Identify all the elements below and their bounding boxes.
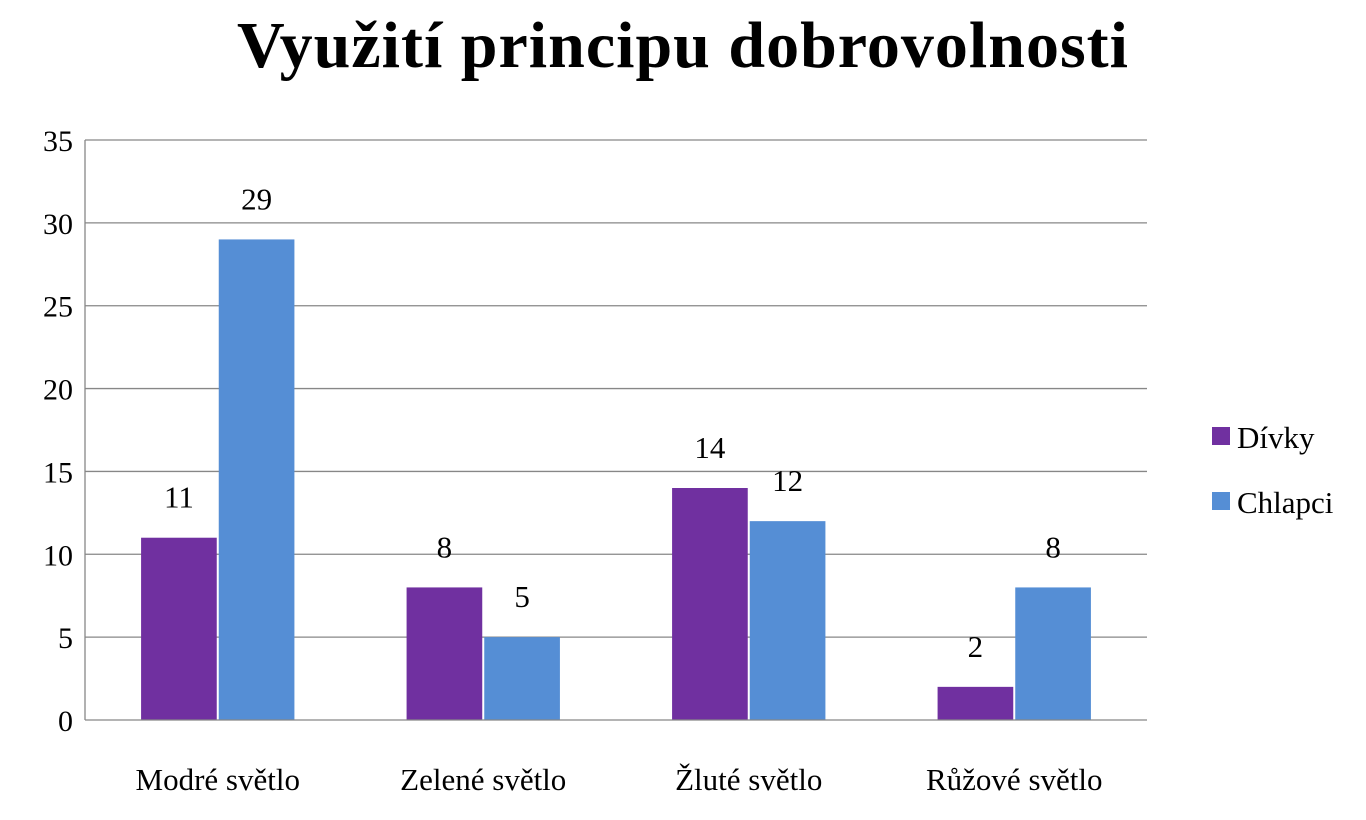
bar-chlapci bbox=[484, 637, 560, 720]
data-label: 8 bbox=[1045, 529, 1061, 564]
y-tick-label: 15 bbox=[43, 456, 73, 489]
data-labels: 11 29 8 5 14 12 2 8 bbox=[164, 181, 1061, 663]
x-category-label: Růžové světlo bbox=[926, 762, 1103, 797]
y-axis-ticks: 0 5 10 15 20 25 30 35 bbox=[43, 125, 73, 738]
legend-swatch bbox=[1212, 427, 1230, 445]
data-label: 11 bbox=[164, 480, 194, 515]
y-tick-label: 10 bbox=[43, 539, 73, 572]
x-axis-categories: Modré světlo Zelené světlo Žluté světlo Růž… bbox=[136, 762, 1103, 797]
y-tick-label: 20 bbox=[43, 374, 73, 407]
y-tick-label: 35 bbox=[43, 125, 73, 158]
y-tick-label: 25 bbox=[43, 291, 73, 324]
data-label: 29 bbox=[241, 181, 272, 216]
bar-chlapci bbox=[218, 239, 295, 720]
bar-divky bbox=[406, 587, 483, 720]
bar-divky bbox=[141, 537, 217, 720]
chart-title: Využití principu dobrovolnosti bbox=[237, 9, 1129, 82]
data-label: 8 bbox=[437, 529, 453, 564]
bar-chlapci bbox=[749, 521, 826, 720]
legend-label: Dívky bbox=[1237, 420, 1315, 455]
bar-chlapci bbox=[1015, 587, 1091, 720]
legend: Dívky Chlapci bbox=[1212, 420, 1334, 520]
data-label: 14 bbox=[694, 430, 726, 465]
data-label: 12 bbox=[772, 463, 803, 498]
x-category-label: Modré světlo bbox=[136, 762, 300, 797]
x-category-label: Žluté světlo bbox=[675, 762, 822, 797]
y-tick-label: 0 bbox=[58, 705, 73, 738]
x-category-label: Zelené světlo bbox=[400, 762, 566, 797]
bar-divky bbox=[937, 686, 1014, 720]
y-tick-label: 5 bbox=[58, 622, 73, 655]
axes bbox=[84, 140, 1147, 721]
bars bbox=[141, 239, 1091, 720]
bar-divky bbox=[672, 488, 748, 720]
legend-label: Chlapci bbox=[1237, 485, 1334, 520]
y-tick-label: 30 bbox=[43, 208, 73, 241]
data-label: 2 bbox=[968, 629, 984, 664]
data-label: 5 bbox=[514, 579, 530, 614]
legend-swatch bbox=[1212, 492, 1230, 510]
